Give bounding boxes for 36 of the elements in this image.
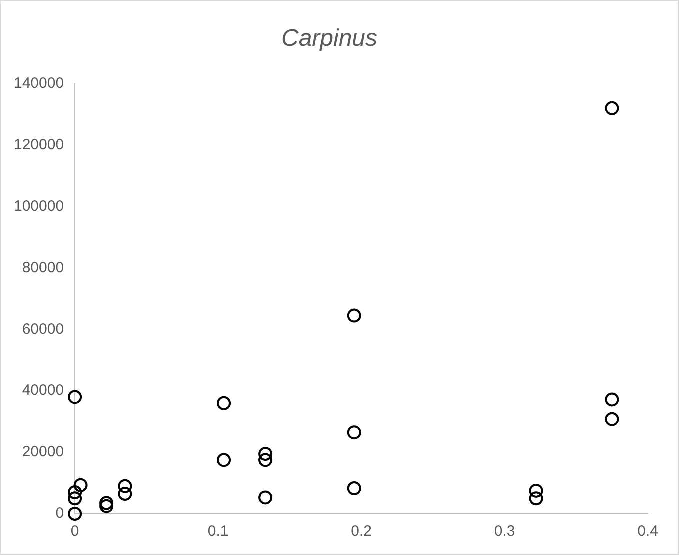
point <box>68 507 82 521</box>
point <box>68 390 82 404</box>
point <box>605 392 620 407</box>
point <box>258 490 273 505</box>
point <box>217 396 232 410</box>
point <box>347 308 362 323</box>
chart-title: Carpinus <box>281 25 378 52</box>
point <box>529 492 544 506</box>
point <box>605 101 620 116</box>
y-tick-label: 60000 <box>22 320 64 338</box>
y-tick-label: 0 <box>56 505 64 522</box>
point <box>605 412 620 426</box>
x-tick-label: 0.2 <box>351 523 372 540</box>
point <box>347 481 362 496</box>
point <box>258 453 273 468</box>
y-tick-label: 20000 <box>22 444 64 461</box>
y-tick-label: 80000 <box>22 259 64 276</box>
point <box>118 479 132 494</box>
y-tick-label: 140000 <box>14 74 64 92</box>
point <box>258 447 273 462</box>
point <box>529 484 544 498</box>
point <box>118 487 132 502</box>
y-tick-label: 100000 <box>14 198 64 215</box>
point <box>74 478 88 492</box>
y-tick-label: 40000 <box>22 382 64 400</box>
x-tick-label: 0.1 <box>208 523 229 540</box>
x-tick-label: 0.4 <box>638 523 658 540</box>
point <box>100 496 114 510</box>
point <box>217 453 232 468</box>
y-tick-label: 120000 <box>14 136 64 154</box>
x-tick-label: 0 <box>70 523 80 540</box>
x-tick-label: 0.3 <box>494 523 516 540</box>
point <box>347 426 362 440</box>
point <box>100 499 114 514</box>
point <box>68 485 82 500</box>
point <box>68 492 82 506</box>
